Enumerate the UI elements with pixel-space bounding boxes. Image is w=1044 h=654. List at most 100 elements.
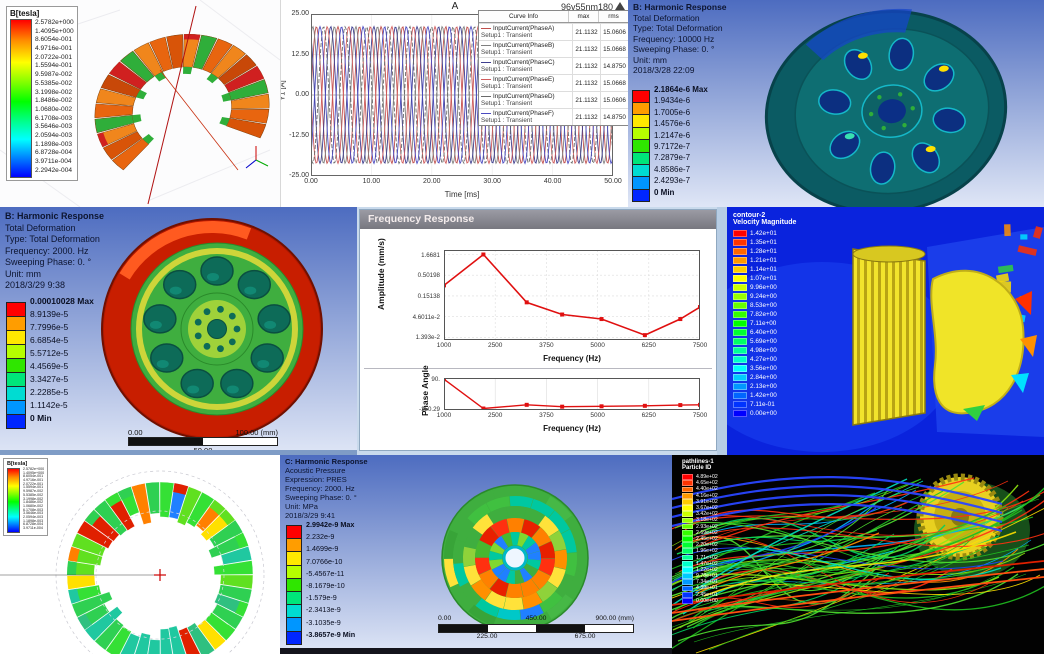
result-info-line: Expression: PRES (285, 475, 347, 484)
legend-value: 2.2942e-004 (35, 166, 73, 174)
scale-ruler: 0.00 450.00 900.00 (mm) 225.00 675.00 (438, 615, 634, 642)
max-value-cell: 21.1132 (572, 58, 600, 74)
legend-row: 2.93e+02 (682, 524, 718, 530)
legend-color-cell (682, 548, 693, 555)
legend-color-cell (733, 301, 747, 310)
max-value-cell: 21.1132 (572, 75, 600, 91)
legend-row: 4.16e+02 (682, 493, 718, 499)
legend-value: 2.2285e-5 (30, 387, 69, 397)
legend-row: 7.82e+00 (733, 310, 796, 319)
legend-title: contour-2 (733, 212, 766, 219)
legend-value: 9.24e+00 (750, 293, 777, 300)
table-header: Curve Info max rms (479, 11, 628, 23)
curve-color-swatch (481, 62, 491, 63)
legend-row: 9.78e+01 (682, 573, 718, 579)
legend-color-cell (633, 152, 649, 166)
legend-colorbar (632, 89, 650, 203)
result-info-line: B: Harmonic Response (5, 211, 105, 221)
legend-value: 1.1898e-003 (35, 140, 73, 148)
legend-color-cell (682, 511, 693, 518)
amplitude-axis-label: Amplitude (mm/s) (376, 238, 386, 310)
legend-row: 2.20e+02 (682, 542, 718, 548)
legend-value: 9.5987e-002 (35, 71, 73, 79)
legend-color-cell (287, 631, 301, 644)
legend-value: 1.1898e-003 (23, 518, 44, 523)
result-info-line: Unit: mm (633, 54, 667, 65)
legend-value: 5.69e+00 (750, 338, 777, 345)
legend-row: 2.45e+02 (682, 536, 718, 542)
legend-color-cell (633, 103, 649, 116)
legend-row: 1.35e+01 (733, 238, 796, 247)
frequency-response-window: Frequency Response Amplitude (mm/s) 1.66… (359, 209, 717, 451)
flux-arc-model (0, 0, 280, 207)
legend-value: 0.00010028 Max (30, 296, 94, 306)
column-header: Curve Info (508, 13, 539, 20)
legend-row: 4.40e+02 (682, 486, 718, 492)
y-tick-label: -12.50 (289, 131, 309, 139)
result-info-line: Sweeping Phase: 0. ° (633, 44, 715, 54)
legend-row: 4.27e+00 (733, 355, 796, 364)
panel-flux-segment: B[tesla] 2.5782e+000 1.4095e+000 8.6054e-00… (0, 0, 280, 207)
legend-values: 2.9942e-9 Max 2.232e-9 1.4699e-9 7.0766e-10… (306, 519, 355, 645)
legend-value: 7.7996e-5 (30, 322, 69, 332)
legend-row: 1.96e+02 (682, 548, 718, 554)
legend-row: 2.69e+02 (682, 530, 718, 536)
legend-color-cell (682, 573, 693, 579)
ruler-label: 0.00 (128, 428, 143, 437)
panel-acoustic-pressure: C: Harmonic Response Acoustic Pressure Exp… (280, 455, 672, 654)
window-titlebar[interactable]: Frequency Response (360, 210, 716, 229)
ruler-label: 0.00 (438, 615, 452, 622)
legend-value: 2.69e+02 (696, 529, 718, 536)
legend-title: Particle ID (682, 465, 712, 471)
x-tick-label: 7500 (692, 412, 708, 419)
plot-title: A (451, 1, 459, 12)
legend-colorbar (6, 301, 26, 429)
ruler-label: 225.00 (476, 633, 498, 640)
legend-colorbar (10, 19, 32, 178)
wheel-model-teal (764, 8, 1008, 207)
legend-value: 2.0594e-003 (23, 514, 44, 519)
panel-harmonic-10000hz: B: Harmonic Response Total Deformation Typ… (628, 0, 1044, 207)
legend-row: 1.14e+01 (733, 265, 796, 274)
legend-value: 7.11e+00 (750, 320, 777, 327)
x-axis-label: Frequency (Hz) (543, 424, 601, 433)
x-tick-label: 1000 (436, 342, 452, 349)
panel-transient-currents: A 96v55nm180 Y1 [A] 25.00 12.50 0.00 -12.50… (280, 0, 629, 207)
legend-value: -2.3413e-9 (306, 605, 341, 615)
curve-name-cell: InputCurrent(PhaseF) Setup1 : Transient (479, 109, 572, 125)
max-value-cell: 21.1132 (572, 24, 600, 40)
legend-value: -5.4567e-11 (306, 568, 345, 578)
legend-value: 9.96e+00 (750, 284, 777, 291)
legend-row: 1.21e+01 (733, 256, 796, 265)
legend-value: 4.16e+02 (696, 492, 718, 499)
legend-row: 4.98e+00 (733, 346, 796, 355)
legend-value: 9.78e+01 (696, 573, 718, 580)
corner-flag-icon[interactable] (615, 2, 625, 10)
column-header: rms (598, 11, 628, 22)
curve-info-table: Curve Info max rms InputCurrent(PhaseA) Setu… (478, 10, 629, 126)
y-tick-label: 90. (431, 376, 440, 384)
legend-value: 4.89e+01 (696, 585, 718, 592)
scrollbar[interactable] (717, 207, 727, 455)
legend-value: 6.6854e-5 (30, 335, 69, 345)
legend-value: 1.1142e-5 (30, 400, 68, 410)
legend-value: 1.4576e-6 (654, 119, 691, 129)
legend-value: 4.65e+02 (696, 480, 718, 487)
legend-color-cell (7, 372, 25, 387)
legend-body: 2.5782e+000 1.4095e+000 8.6054e-001 4.9716e… (10, 19, 74, 178)
column-header: max (568, 11, 598, 22)
legend-color-cell (682, 498, 693, 505)
result-info-line: 2018/3/29 9:41 (285, 511, 336, 520)
max-value-cell: 21.1132 (572, 41, 600, 57)
table-row: InputCurrent(PhaseF) Setup1 : Transient 21… (479, 108, 628, 125)
result-info-block: C: Harmonic Response Acoustic Pressure Exp… (285, 457, 368, 520)
y-tick-label: 25.00 (291, 10, 309, 17)
rms-value-cell: 14.8750 (600, 58, 628, 74)
legend-color-cell (733, 274, 747, 283)
curve-label: InputCurrent(PhaseC) (481, 59, 570, 66)
result-info-line: Frequency: 2000. Hz (285, 484, 355, 493)
result-info-line: Frequency: 2000. Hz (5, 245, 89, 256)
result-info-line: Type: Total Deformation (5, 234, 100, 244)
legend-row: 1.28e+01 (733, 247, 796, 256)
